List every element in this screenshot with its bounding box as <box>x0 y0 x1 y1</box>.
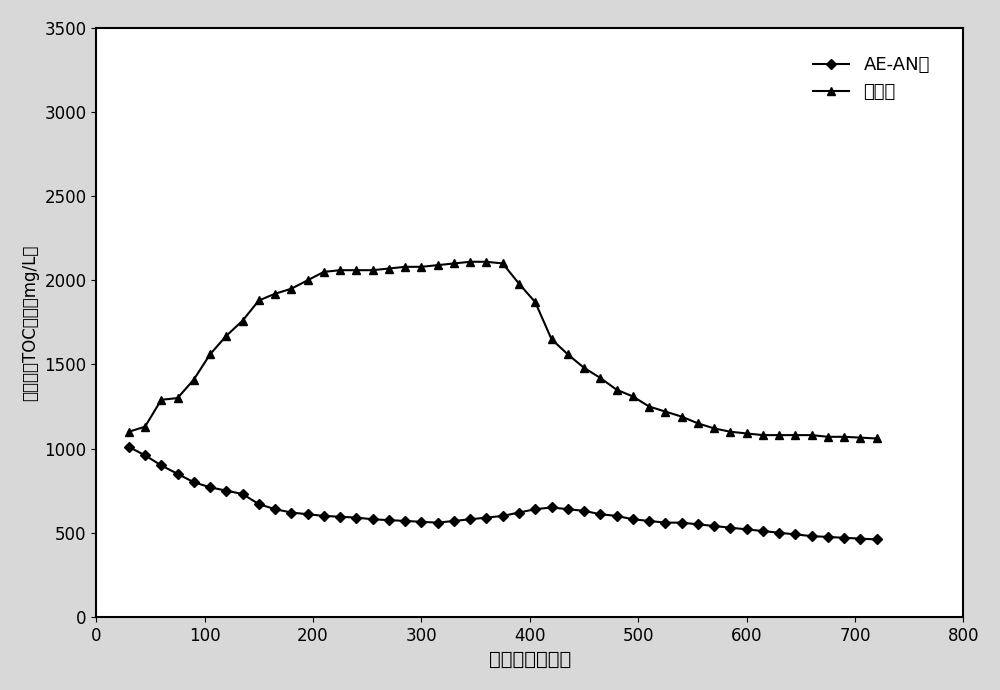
AE-AN型 <box>139 451 151 460</box>
AE-AN型 <box>480 513 492 522</box>
厉氧型 <box>318 268 330 276</box>
AE-AN型 <box>676 518 688 526</box>
厉氧型 <box>659 407 671 415</box>
厉氧型 <box>497 259 509 268</box>
AE-AN型 <box>529 505 541 513</box>
AE-AN型 <box>302 510 314 518</box>
AE-AN型 <box>838 533 850 542</box>
厉氧型 <box>253 296 265 304</box>
AE-AN型 <box>594 510 606 518</box>
厉氧型 <box>399 263 411 271</box>
AE-AN型 <box>367 515 379 524</box>
AE-AN型 <box>350 513 362 522</box>
厉氧型 <box>529 298 541 306</box>
厉氧型 <box>334 266 346 275</box>
厉氧型 <box>627 393 639 401</box>
AE-AN型 <box>318 512 330 520</box>
AE-AN型 <box>497 512 509 520</box>
Line: AE-AN型: AE-AN型 <box>125 444 880 543</box>
AE-AN型 <box>611 512 623 520</box>
厉氧型 <box>220 332 232 340</box>
厉氧型 <box>172 394 184 402</box>
Line: 厉氧型: 厉氧型 <box>125 257 881 443</box>
AE-AN型 <box>562 505 574 513</box>
厉氧型 <box>773 431 785 440</box>
AE-AN型 <box>546 503 558 511</box>
AE-AN型 <box>578 506 590 515</box>
AE-AN型 <box>172 470 184 478</box>
厉氧型 <box>269 290 281 298</box>
AE-AN型 <box>643 517 655 525</box>
厉氧型 <box>708 424 720 433</box>
厉氧型 <box>789 431 801 440</box>
厉氧型 <box>643 402 655 411</box>
厉氧型 <box>611 386 623 394</box>
厉氧型 <box>448 259 460 268</box>
厉氧型 <box>838 433 850 441</box>
AE-AN型 <box>513 509 525 517</box>
厉氧型 <box>741 429 753 437</box>
AE-AN型 <box>204 483 216 491</box>
AE-AN型 <box>432 518 444 526</box>
AE-AN型 <box>253 500 265 509</box>
AE-AN型 <box>773 529 785 537</box>
厉氧型 <box>871 434 883 442</box>
AE-AN型 <box>188 478 200 486</box>
AE-AN型 <box>741 525 753 533</box>
AE-AN型 <box>237 490 249 498</box>
AE-AN型 <box>692 520 704 529</box>
厉氧型 <box>188 375 200 384</box>
AE-AN型 <box>220 486 232 495</box>
厉氧型 <box>432 261 444 269</box>
厉氧型 <box>123 428 135 436</box>
AE-AN型 <box>757 527 769 535</box>
厉氧型 <box>692 420 704 428</box>
AE-AN型 <box>123 443 135 451</box>
厉氧型 <box>302 276 314 284</box>
AE-AN型 <box>383 516 395 524</box>
厉氧型 <box>415 263 427 271</box>
厉氧型 <box>676 413 688 421</box>
厉氧型 <box>285 284 297 293</box>
厉氧型 <box>578 364 590 372</box>
AE-AN型 <box>399 517 411 525</box>
厉氧型 <box>383 264 395 273</box>
厉氧型 <box>464 257 476 266</box>
厉氧型 <box>480 257 492 266</box>
AE-AN型 <box>155 462 167 470</box>
AE-AN型 <box>871 535 883 544</box>
AE-AN型 <box>415 518 427 526</box>
厉氧型 <box>562 351 574 359</box>
Legend: AE-AN型, 厉氧型: AE-AN型, 厉氧型 <box>806 48 937 108</box>
AE-AN型 <box>448 517 460 525</box>
厉氧型 <box>513 279 525 288</box>
厉氧型 <box>139 422 151 431</box>
厉氧型 <box>724 428 736 436</box>
AE-AN型 <box>269 505 281 513</box>
AE-AN型 <box>627 515 639 524</box>
厉氧型 <box>757 431 769 440</box>
厉氧型 <box>204 351 216 359</box>
厉氧型 <box>237 317 249 325</box>
厉氧型 <box>155 395 167 404</box>
AE-AN型 <box>708 522 720 530</box>
AE-AN型 <box>789 531 801 539</box>
厉氧型 <box>367 266 379 275</box>
厉氧型 <box>546 335 558 344</box>
厉氧型 <box>854 433 866 442</box>
厉氧型 <box>594 374 606 382</box>
AE-AN型 <box>285 509 297 517</box>
AE-AN型 <box>822 533 834 541</box>
AE-AN型 <box>854 535 866 543</box>
AE-AN型 <box>464 515 476 524</box>
AE-AN型 <box>806 532 818 540</box>
AE-AN型 <box>334 513 346 521</box>
AE-AN型 <box>724 524 736 532</box>
AE-AN型 <box>659 518 671 526</box>
厉氧型 <box>350 266 362 275</box>
X-axis label: 填埋天数（天）: 填埋天数（天） <box>489 650 571 669</box>
Y-axis label: 滲滤液中TOC含量（mg/L）: 滲滤液中TOC含量（mg/L） <box>21 244 39 401</box>
厉氧型 <box>822 433 834 441</box>
厉氧型 <box>806 431 818 440</box>
